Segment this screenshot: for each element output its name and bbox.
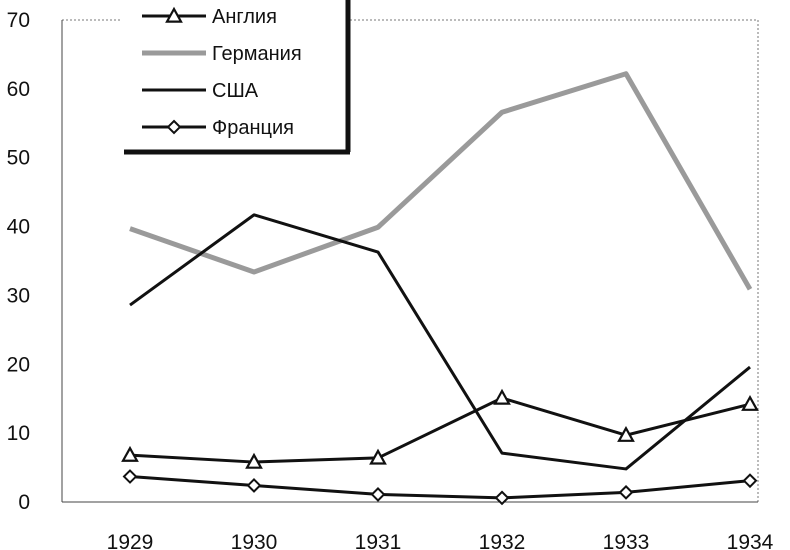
legend-label: Англия bbox=[212, 6, 277, 28]
y-tick-label: 0 bbox=[18, 491, 30, 514]
y-tick-label: 50 bbox=[7, 147, 30, 170]
legend-label: Германия bbox=[212, 43, 302, 65]
legend: Англия Германия США Франция bbox=[120, 0, 351, 155]
x-tick-label: 1930 bbox=[231, 531, 278, 550]
series-line bbox=[129, 213, 751, 471]
data-point-marker bbox=[742, 473, 758, 489]
legend-marker bbox=[165, 6, 183, 23]
data-point-marker bbox=[121, 445, 139, 462]
data-point-marker bbox=[494, 490, 510, 506]
x-tick-label: 1934 bbox=[727, 531, 774, 550]
x-tick-label: 1932 bbox=[479, 531, 526, 550]
plot-frame bbox=[61, 19, 759, 503]
y-tick-label: 30 bbox=[7, 284, 30, 307]
data-point-marker bbox=[741, 394, 759, 411]
y-tick-label: 10 bbox=[7, 422, 30, 445]
y-tick-label: 60 bbox=[7, 78, 30, 101]
y-tick-label: 20 bbox=[7, 353, 30, 376]
legend-item: США bbox=[142, 80, 259, 102]
data-point-marker bbox=[370, 487, 386, 502]
legend-box bbox=[120, 0, 346, 150]
series-layer bbox=[121, 71, 759, 506]
x-tick-label: 1931 bbox=[355, 531, 402, 550]
series-line bbox=[129, 475, 751, 500]
series-line bbox=[129, 396, 751, 464]
legend-label: Франция bbox=[212, 117, 294, 139]
legend-item: Англия bbox=[142, 6, 277, 28]
x-tick-label: 1933 bbox=[603, 531, 650, 550]
series-2 bbox=[129, 71, 753, 291]
legend-marker bbox=[166, 119, 182, 135]
series-4 bbox=[122, 469, 758, 506]
data-point-marker bbox=[618, 484, 634, 500]
legend-item: Франция bbox=[142, 117, 294, 139]
data-point-marker bbox=[245, 452, 263, 469]
y-tick-label: 40 bbox=[7, 216, 30, 239]
legend-item: Германия bbox=[142, 43, 302, 65]
y-tick-label: 70 bbox=[7, 9, 30, 32]
series-1 bbox=[121, 388, 759, 469]
data-point-marker bbox=[122, 469, 138, 484]
x-tick-label: 1929 bbox=[107, 531, 154, 550]
x-axis: 1929 1930 1931 1932 1933 1934 bbox=[107, 531, 774, 550]
series-3 bbox=[129, 213, 751, 471]
data-point-marker bbox=[246, 478, 262, 493]
legend-label: США bbox=[212, 80, 259, 102]
y-axis: 0 10 20 30 40 50 60 70 bbox=[7, 9, 30, 514]
series-line bbox=[129, 71, 753, 291]
data-point-marker bbox=[493, 388, 511, 405]
data-point-marker bbox=[617, 425, 635, 442]
data-point-marker bbox=[369, 448, 387, 465]
